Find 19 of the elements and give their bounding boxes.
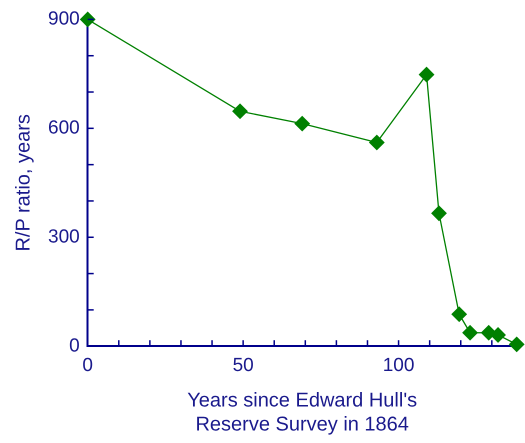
- y-tick-label: 300: [48, 226, 80, 248]
- point: [369, 134, 384, 150]
- y-tick-label: 900: [48, 8, 80, 30]
- y-tick-label: 600: [48, 118, 80, 139]
- point: [452, 306, 467, 322]
- x-tick-label: 50: [232, 354, 254, 376]
- point: [294, 116, 310, 132]
- point: [418, 66, 434, 82]
- x-tick-label: 0: [82, 354, 93, 376]
- point: [462, 325, 478, 340]
- y-tick-label: 0: [69, 335, 80, 356]
- x-axis-title: Years since Edward Hull's Reserve Survey in 1864: [187, 390, 418, 436]
- point: [80, 12, 96, 28]
- y-axis-title: R/P ratio, years: [12, 114, 35, 252]
- point: [232, 104, 248, 119]
- point: [490, 327, 506, 343]
- x-tick-label: 100: [382, 354, 414, 376]
- point: [431, 206, 447, 221]
- point: [509, 336, 524, 352]
